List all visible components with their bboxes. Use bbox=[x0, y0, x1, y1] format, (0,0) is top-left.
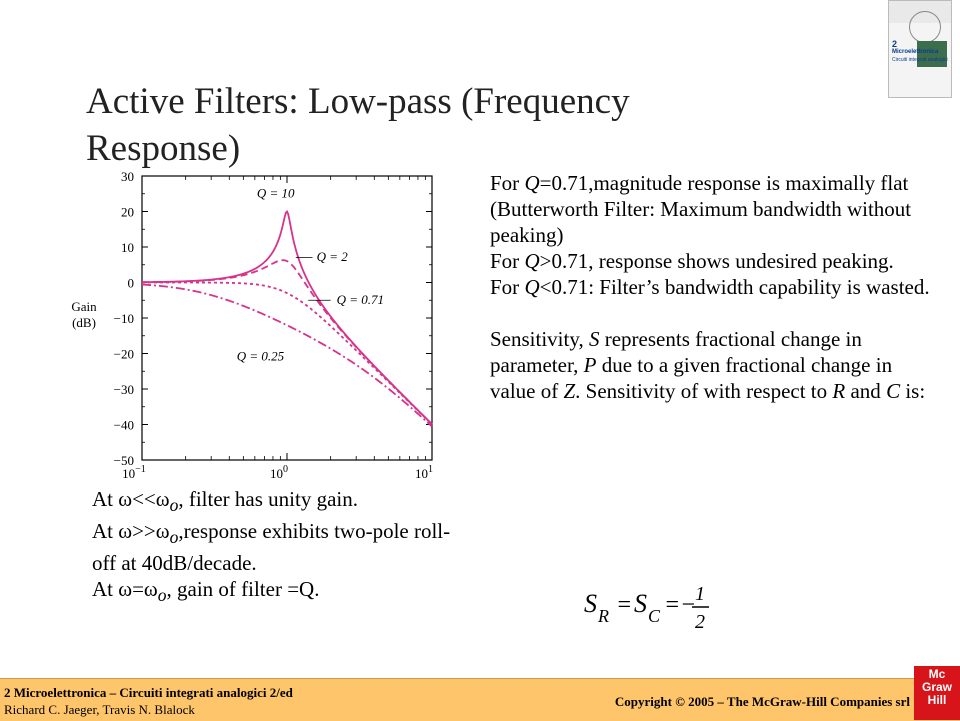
svg-text:−: − bbox=[680, 592, 696, 618]
butterworth-paragraph: For Q=0.71,magnitude response is maximal… bbox=[490, 171, 912, 247]
gain-q-paragraph: At ω=ωo, gain of filter =Q. bbox=[92, 577, 320, 606]
x-tick-label: 100 bbox=[270, 464, 288, 480]
rolloff-paragraph: At ω>>ωo,response exhibits two-pole roll… bbox=[92, 519, 451, 576]
y-tick-label: −30 bbox=[114, 382, 134, 397]
y-tick-label: 0 bbox=[128, 276, 135, 291]
y-tick-label: 30 bbox=[121, 169, 134, 184]
y-tick-label: −50 bbox=[114, 453, 134, 468]
x-tick-label: 101 bbox=[415, 464, 433, 480]
y-tick-label: 10 bbox=[121, 240, 134, 255]
logo-line-3: Hill bbox=[927, 693, 947, 707]
logo-line-1: Mc bbox=[928, 667, 946, 681]
book-cover-title: Microelettronica bbox=[892, 49, 939, 55]
explanation-text: For Q=0.71,magnitude response is maximal… bbox=[490, 170, 930, 404]
series-label: Q = 0.25 bbox=[237, 349, 285, 364]
curve-q2 bbox=[141, 259, 433, 425]
svg-text:=: = bbox=[616, 592, 632, 618]
peaking-paragraph: For Q>0.71, response shows undesired pea… bbox=[490, 249, 894, 273]
curve-q10 bbox=[141, 209, 433, 425]
series-label: Q = 0.71 bbox=[337, 292, 384, 307]
series-label: Q = 2 bbox=[317, 249, 349, 264]
book-cover-subtitle: Circuiti integrati analogici bbox=[892, 57, 948, 63]
svg-text:2: 2 bbox=[695, 611, 705, 632]
x-tick-label: 10−1 bbox=[122, 464, 146, 480]
footer-bar: 2 Microelettronica – Circuiti integrati … bbox=[0, 678, 960, 721]
mcgraw-hill-logo: Mc Graw Hill bbox=[914, 666, 960, 720]
behavior-text: At ω<<ωo, filter has unity gain. At ω>>ω… bbox=[92, 486, 462, 609]
svg-text:C: C bbox=[648, 606, 661, 626]
sensitivity-paragraph: Sensitivity, S represents fractional cha… bbox=[490, 327, 926, 403]
svg-text:S: S bbox=[584, 589, 597, 618]
logo-line-2: Graw bbox=[921, 680, 952, 694]
svg-text:R: R bbox=[597, 606, 609, 626]
y-axis-label: (dB) bbox=[72, 315, 96, 330]
y-tick-label: −40 bbox=[114, 418, 134, 433]
footer-book-title: 2 Microelettronica – Circuiti integrati … bbox=[4, 685, 293, 700]
svg-text:S: S bbox=[634, 589, 647, 618]
book-cover-emblem bbox=[909, 11, 941, 43]
y-tick-label: −10 bbox=[114, 311, 134, 326]
title-line-2: Response) bbox=[86, 128, 241, 169]
y-tick-label: −20 bbox=[114, 347, 134, 362]
book-cover-photo bbox=[917, 41, 947, 67]
y-tick-label: 20 bbox=[121, 205, 134, 220]
bandwidth-paragraph: For Q<0.71: Filter’s bandwidth capabilit… bbox=[490, 275, 930, 299]
svg-text:1: 1 bbox=[695, 583, 705, 605]
slide-title: Active Filters: Low-pass (Frequency Resp… bbox=[86, 78, 806, 172]
footer-copyright: Copyright © 2005 – The McGraw-Hill Compa… bbox=[614, 694, 910, 709]
footer-authors: Richard C. Jaeger, Travis N. Blalock bbox=[4, 702, 195, 717]
title-line-1: Active Filters: Low-pass (Frequency bbox=[86, 81, 630, 122]
book-cover-image: 2 Microelettronica Circuiti integrati an… bbox=[888, 0, 952, 98]
svg-text:=: = bbox=[664, 592, 680, 618]
book-cover-number: 2 bbox=[892, 39, 898, 49]
y-axis-label: Gain bbox=[71, 299, 97, 314]
curve-q025 bbox=[141, 283, 433, 428]
curve-q071 bbox=[142, 281, 433, 426]
plot-frame bbox=[141, 175, 433, 461]
sensitivity-formula: S R = S C = − 1 2 bbox=[584, 583, 709, 632]
series-label: Q = 10 bbox=[257, 185, 295, 200]
unity-gain-paragraph: At ω<<ωo, filter has unity gain. bbox=[92, 487, 358, 516]
